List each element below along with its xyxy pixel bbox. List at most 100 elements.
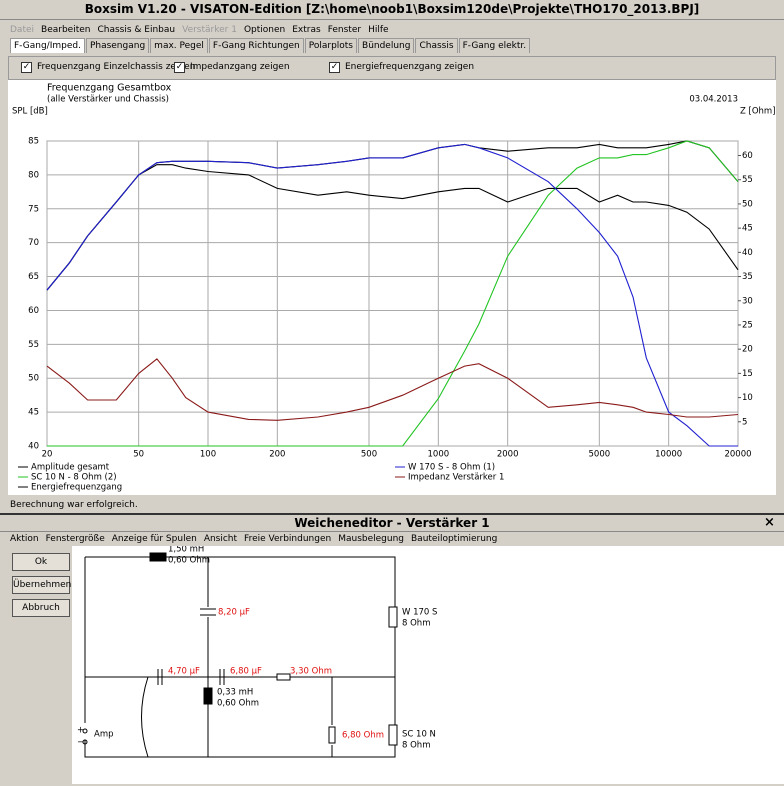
editor-title: Weicheneditor - Verstärker 1 xyxy=(0,515,784,532)
checkbox[interactable]: ✓ xyxy=(329,62,340,73)
series-line xyxy=(47,140,739,447)
plot-frame xyxy=(46,140,739,447)
y2-tick-label: 30 xyxy=(742,296,753,306)
x-tick-label: 10000 xyxy=(655,450,682,460)
menu-item[interactable]: Freie Verbindungen xyxy=(244,534,332,544)
series-line xyxy=(46,164,739,291)
menu-item[interactable]: Fenstergröße xyxy=(45,534,105,544)
button[interactable]: Abbruch xyxy=(12,599,70,617)
x-tick-label: 500 xyxy=(361,450,377,460)
menu-item[interactable]: Verstärker 1 xyxy=(182,25,237,35)
y2-tick-label: 45 xyxy=(742,224,753,234)
component-label: Amp xyxy=(94,730,114,740)
menu-item[interactable]: Mausbelegung xyxy=(338,534,404,544)
menu-item[interactable]: Fenster xyxy=(327,25,362,35)
y-tick-label: 70 xyxy=(28,238,39,248)
status-bar: Berechnung war erfolgreich. xyxy=(10,500,138,510)
component-label: 6,80 µF xyxy=(230,667,262,677)
x-tick-label: 2000 xyxy=(497,450,519,460)
legend-label[interactable]: SC 10 N - 8 Ohm (2) xyxy=(31,473,117,483)
chart-date: 03.04.2013 xyxy=(689,95,738,105)
component-label: + xyxy=(77,726,84,736)
x-tick-label: 200 xyxy=(269,450,285,460)
y-tick-label: 55 xyxy=(28,340,39,350)
menu-bar: Datei Bearbeiten Chassis & Einbau Verstärke… xyxy=(10,25,396,35)
menu-item[interactable]: Optionen xyxy=(243,25,286,35)
x-tick-label: 20000 xyxy=(724,450,751,460)
menu-item[interactable]: Aktion xyxy=(10,534,39,544)
button[interactable]: Übernehmen xyxy=(12,576,71,594)
chart: Frequenzgang Gesamtbox (alle Verstärker … xyxy=(12,83,776,493)
legend-label[interactable]: Impedanz Verstärker 1 xyxy=(408,473,504,483)
y2-axis-label: Z [Ohm] xyxy=(740,107,776,117)
menu-item[interactable]: Anzeige für Spulen xyxy=(111,534,197,544)
tab[interactable]: max. Pegel xyxy=(150,38,208,53)
tab[interactable]: Bündelung xyxy=(358,38,415,53)
y2-tick-label: 15 xyxy=(742,369,753,379)
menu-item[interactable]: Hilfe xyxy=(368,25,389,35)
tab[interactable]: F-Gang/Imped. xyxy=(10,38,85,53)
x-tick-label: 50 xyxy=(133,450,144,460)
tab[interactable]: Chassis xyxy=(415,38,458,53)
checkbox-label: Impedanzgang zeigen xyxy=(190,62,290,72)
menu-item[interactable]: Ansicht xyxy=(203,534,238,544)
x-tick-label: 1000 xyxy=(428,450,450,460)
y2-tick-label: 40 xyxy=(742,248,753,258)
chart-subtitle: (alle Verstärker und Chassis) xyxy=(47,95,169,105)
menu-item[interactable]: Bauteiloptimierung xyxy=(411,534,498,544)
circuit-wires xyxy=(82,552,398,758)
editor-menu: Aktion Fenstergröße Anzeige für Spulen Ansi… xyxy=(10,534,504,544)
close-button[interactable]: × xyxy=(764,515,775,530)
legend-label[interactable]: Energiefrequenzgang xyxy=(31,483,122,493)
window-title: Boxsim V1.20 - VISATON-Edition [Z:\home\… xyxy=(0,0,784,20)
y2-tick-label: 60 xyxy=(742,151,753,161)
component-label: 0,60 Ohm xyxy=(217,699,259,709)
tab[interactable]: F-Gang Richtungen xyxy=(208,38,304,53)
y-tick-label: 50 xyxy=(28,374,39,384)
chart-panel xyxy=(8,80,776,495)
component-label: 0,60 Ohm xyxy=(168,556,210,566)
component-label: 8,20 µF xyxy=(218,608,250,618)
checkbox[interactable]: ✓ xyxy=(21,62,32,73)
options-bar: ✓ Frequenzgang Einzelchassis zeigen ✓ Imped… xyxy=(8,56,776,80)
button[interactable]: Ok xyxy=(12,553,70,571)
series-line xyxy=(46,140,739,291)
component-label: − xyxy=(77,738,84,748)
y2-tick-label: 5 xyxy=(742,417,747,427)
x-tick-label: 20 xyxy=(42,450,53,460)
component-label: 0,33 mH xyxy=(217,688,253,698)
checkbox-label: Frequenzgang Einzelchassis zeigen xyxy=(37,62,196,72)
y-tick-label: 85 xyxy=(28,137,39,147)
x-tick-label: 100 xyxy=(200,450,216,460)
tab[interactable]: Polarplots xyxy=(304,38,358,53)
chart-title: Frequenzgang Gesamtbox xyxy=(47,83,172,94)
y2-tick-label: 55 xyxy=(742,175,753,185)
y-tick-label: 60 xyxy=(28,306,39,316)
menu-item[interactable]: Extras xyxy=(292,25,321,35)
y2-tick-label: 35 xyxy=(742,272,753,282)
component-label: 4,70 µF xyxy=(168,667,200,677)
x-tick-label: 5000 xyxy=(589,450,611,460)
component-label: SC 10 N xyxy=(402,730,436,740)
y2-tick-label: 50 xyxy=(742,199,753,209)
menu-item[interactable]: Datei xyxy=(10,25,35,35)
checkbox-label: Energiefrequenzgang zeigen xyxy=(345,62,475,72)
series-line xyxy=(46,143,738,447)
y2-tick-label: 25 xyxy=(742,320,753,330)
menu-item[interactable]: Chassis & Einbau xyxy=(97,25,176,35)
tab[interactable]: Phasengang xyxy=(85,38,150,53)
legend-label[interactable]: W 170 S - 8 Ohm (1) xyxy=(408,463,495,473)
y-axis-label: SPL [dB] xyxy=(12,107,48,117)
component-label: 8 Ohm xyxy=(402,741,430,751)
y-tick-label: 75 xyxy=(28,204,39,214)
legend-label[interactable]: Amplitude gesamt xyxy=(31,463,110,473)
y-tick-label: 65 xyxy=(28,272,39,282)
component-label: 8 Ohm xyxy=(402,619,430,629)
tab[interactable]: F-Gang elektr. xyxy=(458,38,531,53)
component-label: 3,30 Ohm xyxy=(290,667,332,677)
checkbox[interactable]: ✓ xyxy=(174,62,185,73)
menu-item[interactable]: Bearbeiten xyxy=(41,25,91,35)
y2-tick-label: 20 xyxy=(742,345,753,355)
